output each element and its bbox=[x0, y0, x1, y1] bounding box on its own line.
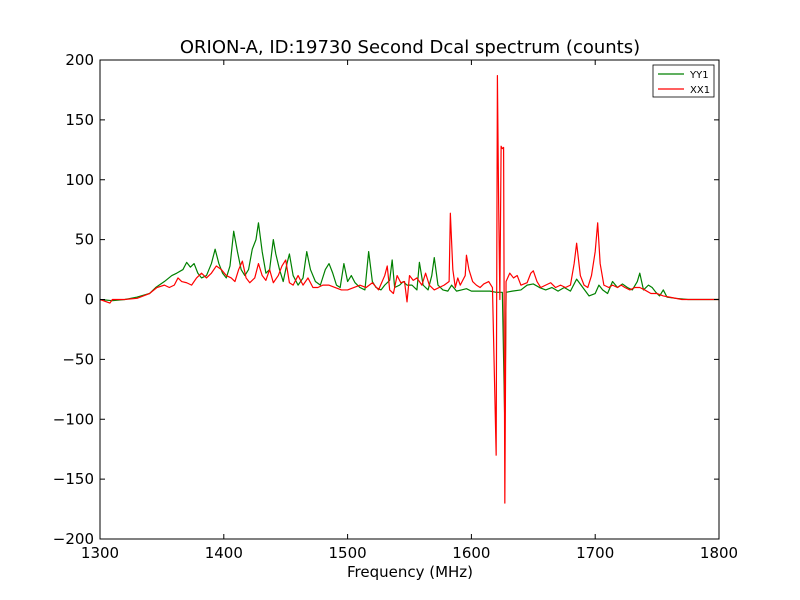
y-tick-label: 50 bbox=[75, 231, 94, 249]
y-tick-label: 0 bbox=[84, 291, 94, 309]
x-tick-label: 1800 bbox=[700, 544, 738, 562]
y-tick-label: −100 bbox=[53, 410, 94, 428]
series-group bbox=[99, 74, 719, 504]
x-tick-label: 1300 bbox=[81, 544, 119, 562]
y-tick-label: 200 bbox=[65, 51, 94, 69]
series-line-xx1 bbox=[99, 74, 719, 504]
y-tick-label: 100 bbox=[65, 171, 94, 189]
plot-frame bbox=[99, 59, 720, 540]
chart-title: ORION-A, ID:19730 Second Dcal spectrum (… bbox=[180, 37, 640, 58]
legend-box bbox=[652, 64, 715, 98]
y-tick-label: −200 bbox=[53, 530, 94, 548]
x-tick-label: 1700 bbox=[576, 544, 614, 562]
legend: YY1 XX1 bbox=[652, 64, 715, 98]
y-tick-label: −150 bbox=[53, 470, 94, 488]
series-line-yy1 bbox=[99, 222, 719, 426]
legend-label-xx1: XX1 bbox=[690, 85, 710, 96]
x-tick-label: 1400 bbox=[205, 544, 243, 562]
x-axis-label: Frequency (MHz) bbox=[347, 563, 473, 581]
y-tick-label: 150 bbox=[65, 111, 94, 129]
x-tick-label: 1600 bbox=[452, 544, 490, 562]
legend-label-yy1: YY1 bbox=[689, 70, 709, 81]
plot-area bbox=[100, 60, 719, 539]
ticks-group: 1300 1400 1500 1600 1700 1800 −200 −150 −100 −50 0… bbox=[53, 51, 738, 562]
y-tick-label: −50 bbox=[62, 350, 94, 368]
x-tick-label: 1500 bbox=[329, 544, 367, 562]
